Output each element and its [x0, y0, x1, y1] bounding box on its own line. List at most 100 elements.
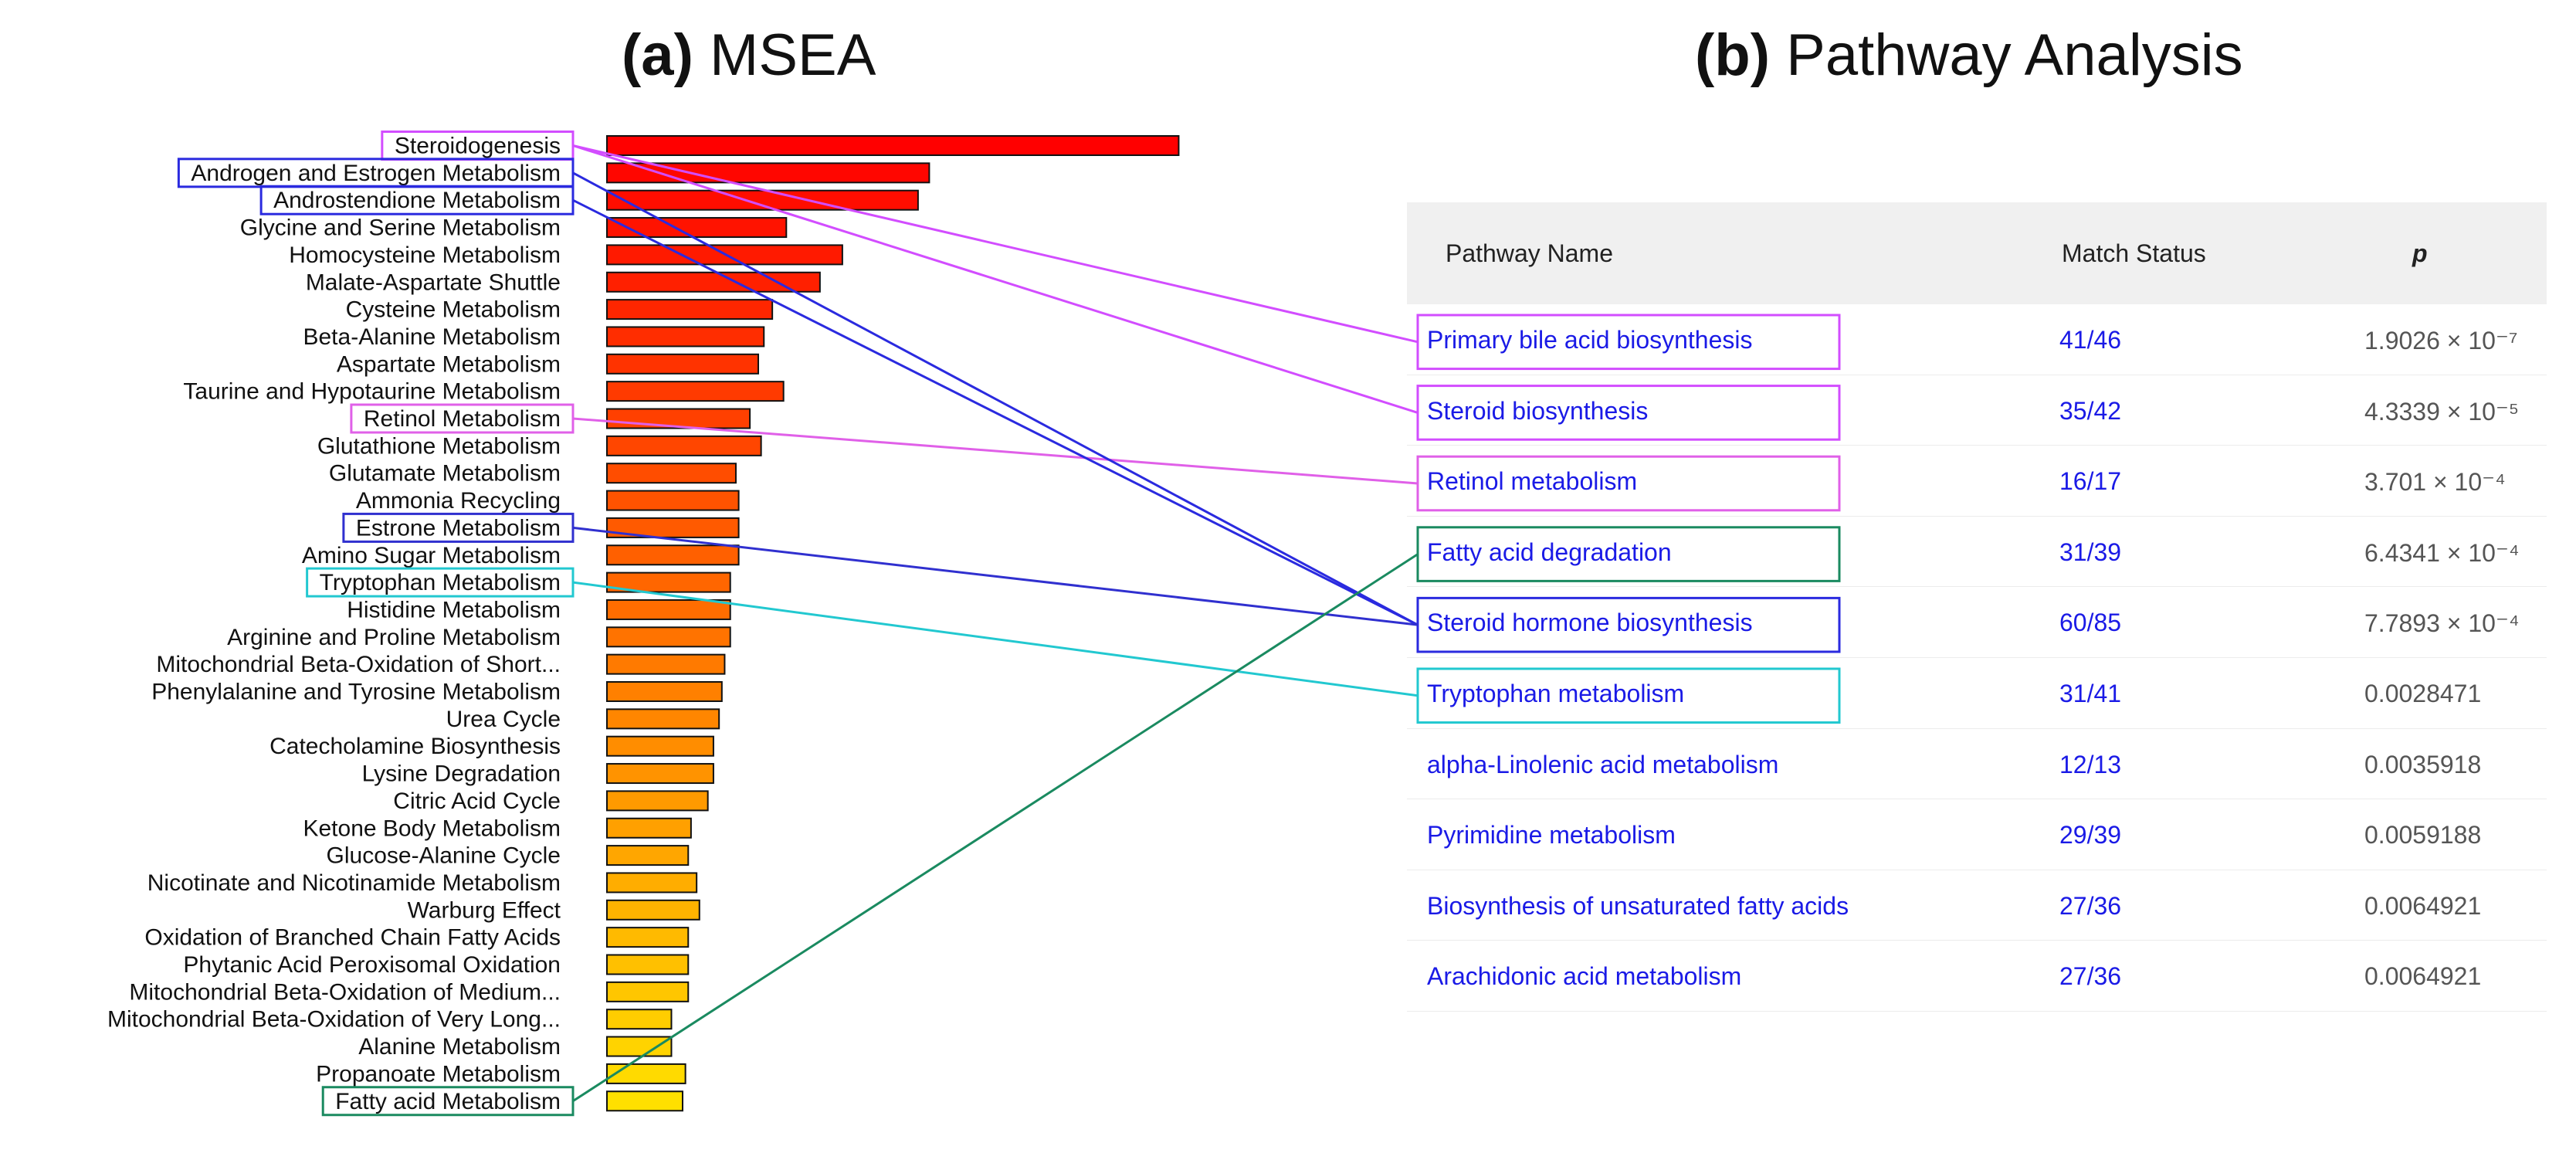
tick-label: Malate-Aspartate Shuttle — [306, 270, 561, 295]
bar-oxidation-of-branched-chain-fatty-acids — [606, 927, 690, 948]
bar-lysine-degradation — [606, 763, 714, 785]
tick-label: Catecholamine Biosynthesis — [269, 734, 561, 759]
table-row: Fatty acid degradation 31/39 6.4341 × 10⁻⁴ — [1407, 517, 2547, 588]
bar-warburg-effect — [606, 899, 700, 921]
bar-propanoate-metabolism — [606, 1063, 686, 1084]
bar-tryptophan-metabolism — [606, 571, 731, 593]
panel-b-title-text: Pathway Analysis — [1786, 22, 2243, 88]
p-value: 6.4341 × 10⁻⁴ — [2364, 538, 2520, 567]
panel-a-label: (a) — [622, 22, 693, 88]
p-value: 4.3339 × 10⁻⁵ — [2364, 397, 2520, 426]
panel-a-title: (a) MSEA — [622, 22, 876, 89]
bar-retinol-metabolism — [606, 408, 751, 429]
tick-label: Phenylalanine and Tyrosine Metabolism — [151, 680, 561, 705]
match-status-link[interactable]: 31/39 — [2059, 538, 2122, 566]
bar-beta-alanine-metabolism — [606, 326, 765, 348]
match-status-link[interactable]: 41/46 — [2059, 326, 2122, 354]
tick-label: Fatty acid Metabolism — [335, 1089, 561, 1114]
tick-label: Beta-Alanine Metabolism — [303, 324, 561, 350]
tick-label: Steroidogenesis — [395, 134, 561, 159]
bar-fatty-acid-metabolism — [606, 1090, 683, 1112]
pathway-name-link[interactable]: Tryptophan metabolism — [1427, 679, 1685, 707]
table-row: Retinol metabolism 16/17 3.701 × 10⁻⁴ — [1407, 446, 2547, 517]
match-status-link[interactable]: 27/36 — [2059, 891, 2122, 920]
table-body: Primary bile acid biosynthesis 41/46 1.902… — [1407, 304, 2547, 1012]
tick-label: Androgen and Estrogen Metabolism — [191, 161, 561, 186]
tick-label: Mitochondrial Beta-Oxidation of Short... — [156, 652, 561, 677]
table-row: Arachidonic acid metabolism 27/36 0.006492… — [1407, 941, 2547, 1012]
bar-mitochondrial-beta-oxidation-of-medium — [606, 981, 690, 1002]
tick-label: Tryptophan Metabolism — [320, 570, 561, 595]
tick-label: Nicotinate and Nicotinamide Metabolism — [147, 870, 561, 896]
tick-label: Retinol Metabolism — [364, 406, 561, 432]
match-status-link[interactable]: 31/41 — [2059, 679, 2122, 707]
tick-label: Glutathione Metabolism — [317, 433, 561, 459]
bar-histidine-metabolism — [606, 599, 731, 620]
table-row: Steroid biosynthesis 35/42 4.3339 × 10⁻⁵ — [1407, 375, 2547, 446]
tick-label: Glycine and Serine Metabolism — [240, 215, 561, 241]
bar-cysteine-metabolism — [606, 299, 774, 320]
bar-taurine-and-hypotaurine-metabolism — [606, 381, 785, 402]
bar-arginine-and-proline-metabolism — [606, 626, 731, 648]
p-value: 0.0028471 — [2364, 679, 2482, 707]
tick-label: Taurine and Hypotaurine Metabolism — [183, 379, 561, 405]
pathway-name-link[interactable]: Fatty acid degradation — [1427, 538, 1672, 566]
tick-label: Alanine Metabolism — [358, 1034, 561, 1060]
table-row: Tryptophan metabolism 31/41 0.0028471 — [1407, 658, 2547, 729]
pathway-name-link[interactable]: Steroid biosynthesis — [1427, 396, 1649, 425]
pathway-name-link[interactable]: Arachidonic acid metabolism — [1427, 962, 1742, 991]
pathway-name-link[interactable]: Retinol metabolism — [1427, 467, 1638, 496]
table-row: Pyrimidine metabolism 29/39 0.0059188 — [1407, 799, 2547, 870]
match-status-link[interactable]: 60/85 — [2059, 609, 2122, 637]
tick-label: Warburg Effect — [408, 897, 561, 923]
table-header: Pathway Name Match Status p — [1407, 202, 2547, 304]
match-status-link[interactable]: 16/17 — [2059, 467, 2122, 496]
header-p-value: p — [2412, 239, 2428, 267]
tick-label: Arginine and Proline Metabolism — [227, 625, 561, 650]
bar-steroidogenesis — [606, 135, 1180, 156]
p-value: 0.0035918 — [2364, 750, 2482, 778]
match-status-link[interactable]: 12/13 — [2059, 750, 2122, 778]
tick-label: Mitochondrial Beta-Oxidation of Very Lon… — [107, 1007, 561, 1033]
bar-mitochondrial-beta-oxidation-of-very-long — [606, 1009, 673, 1030]
tick-label: Androstendione Metabolism — [273, 188, 561, 213]
tick-label: Citric Acid Cycle — [393, 788, 561, 814]
header-match-status: Match Status — [2062, 239, 2206, 267]
match-status-link[interactable]: 35/42 — [2059, 396, 2122, 425]
pathway-name-link[interactable]: Biosynthesis of unsaturated fatty acids — [1427, 891, 1849, 920]
match-status-link[interactable]: 29/39 — [2059, 821, 2122, 849]
tick-label: Estrone Metabolism — [356, 515, 561, 541]
bar-estrone-metabolism — [606, 517, 740, 538]
pathway-name-link[interactable]: Pyrimidine metabolism — [1427, 821, 1676, 849]
bar-urea-cycle — [606, 708, 720, 730]
tick-label: Propanoate Metabolism — [316, 1061, 561, 1087]
bar-amino-sugar-metabolism — [606, 544, 740, 566]
tick-label: Ammonia Recycling — [356, 488, 561, 514]
pathway-name-link[interactable]: alpha-Linolenic acid metabolism — [1427, 750, 1779, 778]
tick-label: Mitochondrial Beta-Oxidation of Medium..… — [129, 979, 561, 1005]
bar-glutathione-metabolism — [606, 435, 762, 456]
bar-catecholamine-biosynthesis — [606, 735, 714, 757]
p-value: 1.9026 × 10⁻⁷ — [2364, 327, 2518, 354]
bar-ammonia-recycling — [606, 490, 740, 511]
pathway-name-link[interactable]: Steroid hormone biosynthesis — [1427, 609, 1753, 637]
tick-label: Glucose-Alanine Cycle — [327, 843, 561, 869]
match-status-link[interactable]: 27/36 — [2059, 962, 2122, 991]
tick-label: Oxidation of Branched Chain Fatty Acids — [144, 925, 561, 951]
bar-ketone-body-metabolism — [606, 817, 692, 839]
panel-b-title: (b) Pathway Analysis — [1695, 22, 2243, 89]
bar-citric-acid-cycle — [606, 790, 709, 812]
p-value: 7.7893 × 10⁻⁴ — [2364, 609, 2520, 638]
tick-label: Ketone Body Metabolism — [303, 816, 561, 841]
bar-androstendione-metabolism — [606, 189, 919, 211]
table-row: Steroid hormone biosynthesis 60/85 7.7893 … — [1407, 587, 2547, 658]
bar-alanine-metabolism — [606, 1036, 673, 1057]
tick-label: Amino Sugar Metabolism — [302, 543, 561, 568]
table-row: alpha-Linolenic acid metabolism 12/13 0.00… — [1407, 729, 2547, 800]
bar-aspartate-metabolism — [606, 353, 759, 375]
pathway-name-link[interactable]: Primary bile acid biosynthesis — [1427, 326, 1753, 354]
table-row: Primary bile acid biosynthesis 41/46 1.902… — [1407, 304, 2547, 375]
bar-phytanic-acid-peroxisomal-oxidation — [606, 954, 690, 975]
bar-homocysteine-metabolism — [606, 244, 843, 266]
panel-b-label: (b) — [1695, 22, 1771, 88]
